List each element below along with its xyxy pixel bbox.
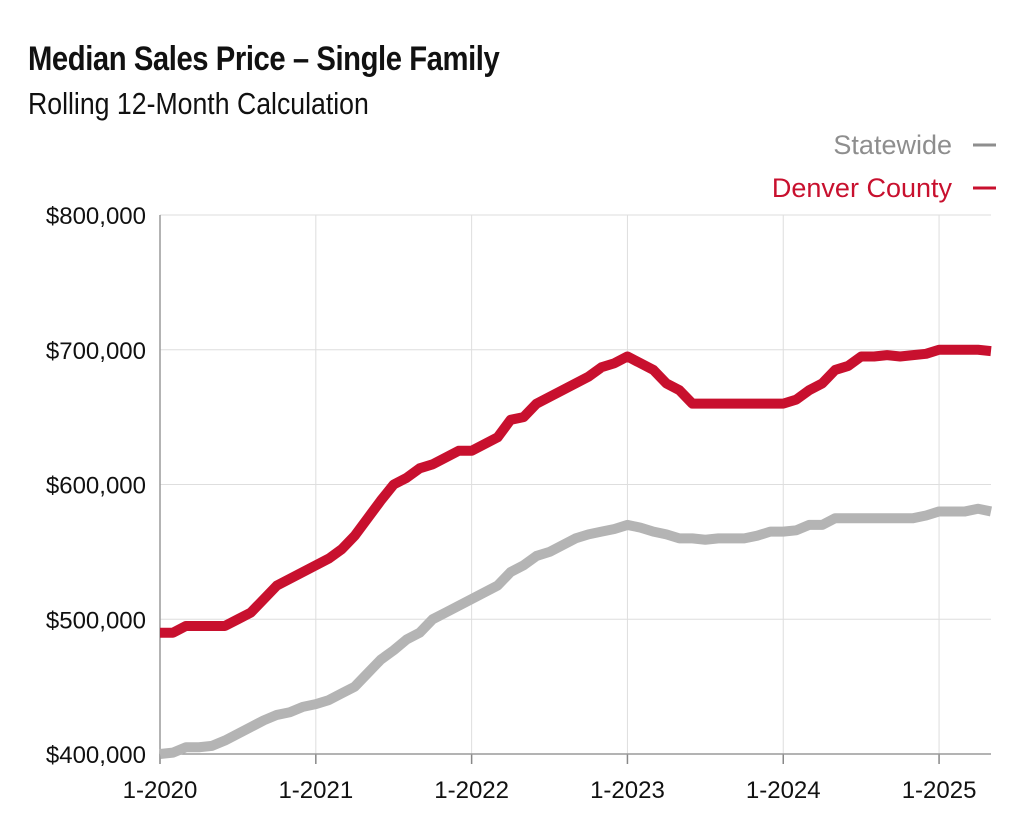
chart-title: Median Sales Price – Single Family [28,40,500,78]
chart-subtitle: Rolling 12-Month Calculation [28,86,369,121]
series-line-statewide [159,503,993,759]
y-tick-label: $700,000 [46,338,146,365]
x-axis-ticks: 1-2020 1-2021 1-2022 1-2023 1-2024 1-2025 [123,777,977,804]
y-tick-label: $500,000 [46,607,146,634]
legend: Statewide Denver County [772,130,996,203]
series-lines [159,344,993,759]
x-tick-label: 1-2025 [902,777,977,804]
legend-label-denver-county: Denver County [772,173,953,203]
x-tick-label: 1-2021 [278,777,353,804]
y-tick-label: $800,000 [46,203,146,230]
legend-label-statewide: Statewide [833,130,952,160]
y-tick-label: $400,000 [46,742,146,769]
axes [159,215,991,764]
x-tick-label: 1-2022 [434,777,509,804]
x-tick-label: 1-2020 [123,777,198,804]
y-axis-ticks: $400,000 $500,000 $600,000 $700,000 $800,000 [46,203,146,769]
x-tick-label: 1-2024 [746,777,821,804]
x-tick-label: 1-2023 [590,777,665,804]
series-line-denver-county [160,344,992,638]
y-tick-label: $600,000 [46,473,146,500]
grid-lines [160,214,991,754]
